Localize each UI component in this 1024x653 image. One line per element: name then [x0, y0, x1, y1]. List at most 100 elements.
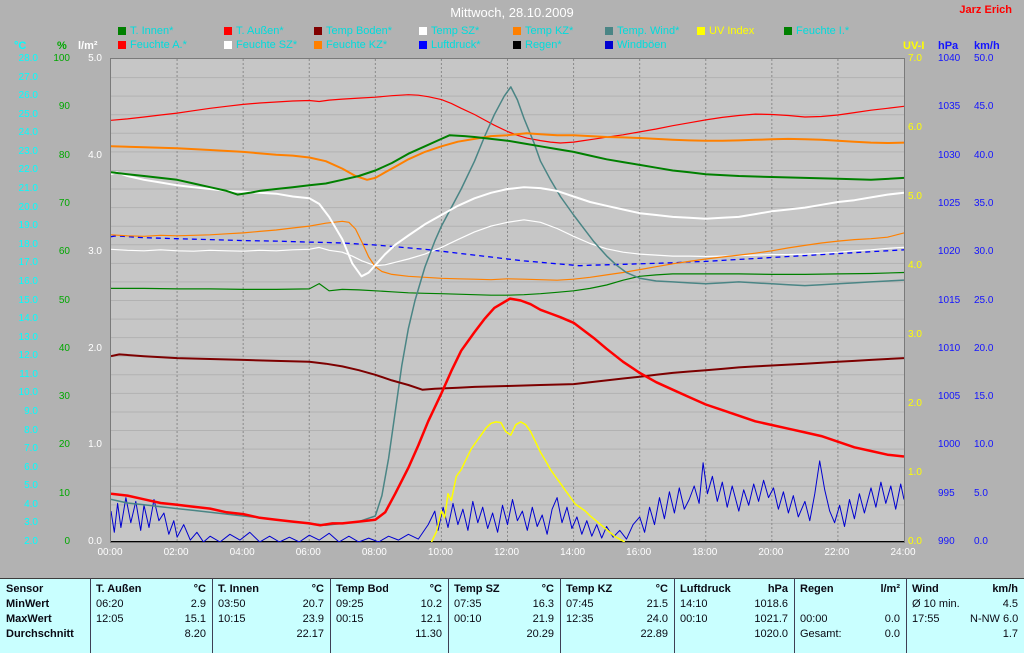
tick-label-kmh: 50.0 [974, 53, 994, 64]
table-separator [794, 578, 795, 653]
t-aussen-swatch-icon [224, 27, 232, 35]
temp-wind-swatch-icon [605, 27, 613, 35]
axis-ticks-percent: 100 90 80 70 60 50 40 30 20 10 0 [44, 0, 70, 653]
legend-row-1: T. Innen* T. Außen* Temp Boden* Temp SZ* Tem… [0, 25, 1024, 37]
table-cell-time: 10:15 [218, 613, 246, 625]
table-cell-time: 06:20 [96, 598, 124, 610]
tick-label-tempC: 8.0 [24, 424, 38, 436]
uv-index-swatch-icon [697, 27, 705, 35]
tick-label-tempC: 16.0 [18, 275, 38, 287]
table-header-unit: km/h [992, 583, 1018, 595]
table-header-unit: hPa [767, 583, 788, 595]
legend-item-temp-kz: Temp KZ* [513, 25, 573, 37]
table-cell-value: 20.7 [302, 598, 324, 610]
tick-label-tempC: 14.0 [18, 313, 38, 325]
axis-header-celsius: °C [14, 40, 27, 52]
tick-label-percent: 10 [58, 487, 70, 499]
time-tick-label: 14:00 [560, 547, 586, 558]
table-cell-time: 09:25 [336, 598, 364, 610]
legend-label: Temp. Wind* [617, 25, 680, 37]
tick-label-uv: 4.0 [908, 260, 922, 271]
series-t-innen [111, 134, 904, 196]
tick-label-kmh: 15.0 [974, 391, 994, 403]
tick-label-uv: 7.0 [908, 53, 922, 64]
table-cell-time [906, 627, 964, 642]
table-cell-value: 15.1 [184, 613, 206, 625]
time-tick-label: 02:00 [163, 547, 189, 558]
table-cell-time: 07:45 [566, 598, 594, 610]
tick-label-lm2: 5.0 [88, 53, 102, 64]
time-tick-label: 24:00 [890, 547, 916, 558]
series-feuchte-kz [111, 220, 904, 281]
table-cell-time: 12:05 [96, 613, 124, 625]
tick-label-tempC: 18.0 [18, 238, 38, 250]
tick-label-tempC: 25.0 [18, 108, 38, 120]
legend-label: T. Außen* [236, 25, 284, 37]
table-cell-value: 10.2 [420, 598, 442, 610]
series-feuchte-i [111, 271, 904, 296]
tick-label-tempC: 5.0 [24, 480, 38, 492]
table-cell-time [794, 597, 846, 612]
tick-label-kmh: 45.0 [974, 101, 994, 113]
series-temp-kz [111, 132, 904, 181]
table-header-unit: °C [655, 583, 668, 595]
temp-boden-swatch-icon [314, 27, 322, 35]
legend-label: Feuchte SZ* [236, 39, 298, 51]
table-cell-value: 21.5 [646, 598, 668, 610]
table-cell-time: 12:35 [566, 613, 594, 625]
table-cell-value: 1018.6 [754, 598, 788, 610]
page-title: Mittwoch, 28.10.2009 [450, 5, 574, 20]
table-cell-value [846, 597, 906, 612]
table-separator [674, 578, 675, 653]
table-separator [212, 578, 213, 653]
table-cell-value: 22.89 [640, 628, 668, 640]
axis-ticks-hpa: 1040 1035 1030 1025 1020 1015 1010 1005 1000 995 9… [938, 0, 968, 653]
legend-label: Feuchte A.* [130, 39, 187, 51]
tick-label-tempC: 24.0 [18, 127, 38, 139]
table-cell-value: 2.9 [190, 598, 206, 610]
legend-label: Regen* [525, 39, 562, 51]
table-cell-time: 00:10 [680, 613, 708, 625]
tick-label-lm2: 3.0 [88, 246, 102, 258]
tick-label-tempC: 28.0 [18, 53, 38, 64]
tick-label-percent: 50 [58, 294, 70, 306]
tick-label-tempC: 17.0 [18, 257, 38, 269]
table-cell-value: 0.0 [884, 613, 900, 625]
time-tick-label: 22:00 [824, 547, 850, 558]
table-header-luftdruck: Luftdruck [680, 583, 731, 595]
table-cell-time: 17:55 [912, 613, 940, 625]
tick-label-uv: 6.0 [908, 122, 922, 133]
table-separator [90, 578, 91, 653]
legend-label: Feuchte KZ* [326, 39, 388, 51]
legend-item-temp-wind: Temp. Wind* [605, 25, 679, 37]
table-cell-value: 20.29 [526, 628, 554, 640]
tick-label-kmh: 10.0 [974, 439, 994, 451]
tick-label-tempC: 3.0 [24, 517, 38, 529]
table-separator [560, 578, 561, 653]
tick-label-tempC: 19.0 [18, 220, 38, 232]
tick-label-tempC: 21.0 [18, 183, 38, 195]
legend-item-temp-sz: Temp SZ* [419, 25, 479, 37]
tick-label-uv: 1.0 [908, 467, 922, 478]
table-separator [906, 578, 907, 653]
legend-item-t-innen: T. Innen* [118, 25, 173, 37]
tick-label-kmh: 25.0 [974, 294, 994, 306]
tick-label-hpa: 1035 [938, 101, 961, 113]
tick-label-uv: 2.0 [908, 398, 922, 409]
table-separator [330, 578, 331, 653]
table-cell-time [330, 627, 388, 642]
table-header-unit: l/m² [880, 583, 900, 595]
table-cell-value: 4.5 [1002, 598, 1018, 610]
tick-label-tempC: 27.0 [18, 71, 38, 83]
table-header-unit: °C [429, 583, 442, 595]
feuchte-a-swatch-icon [118, 41, 126, 49]
time-tick-label: 08:00 [361, 547, 387, 558]
plot-area [110, 58, 905, 543]
axis-header-hpa: hPa [938, 40, 959, 52]
legend-item-regen: Regen* [513, 39, 562, 51]
table-cell-time: Gesamt: [800, 628, 842, 640]
table-cell-time: 00:00 [800, 613, 828, 625]
chart-canvas [111, 59, 904, 542]
tick-label-tempC: 15.0 [18, 294, 38, 306]
legend-item-temp-boden: Temp Boden* [314, 25, 392, 37]
